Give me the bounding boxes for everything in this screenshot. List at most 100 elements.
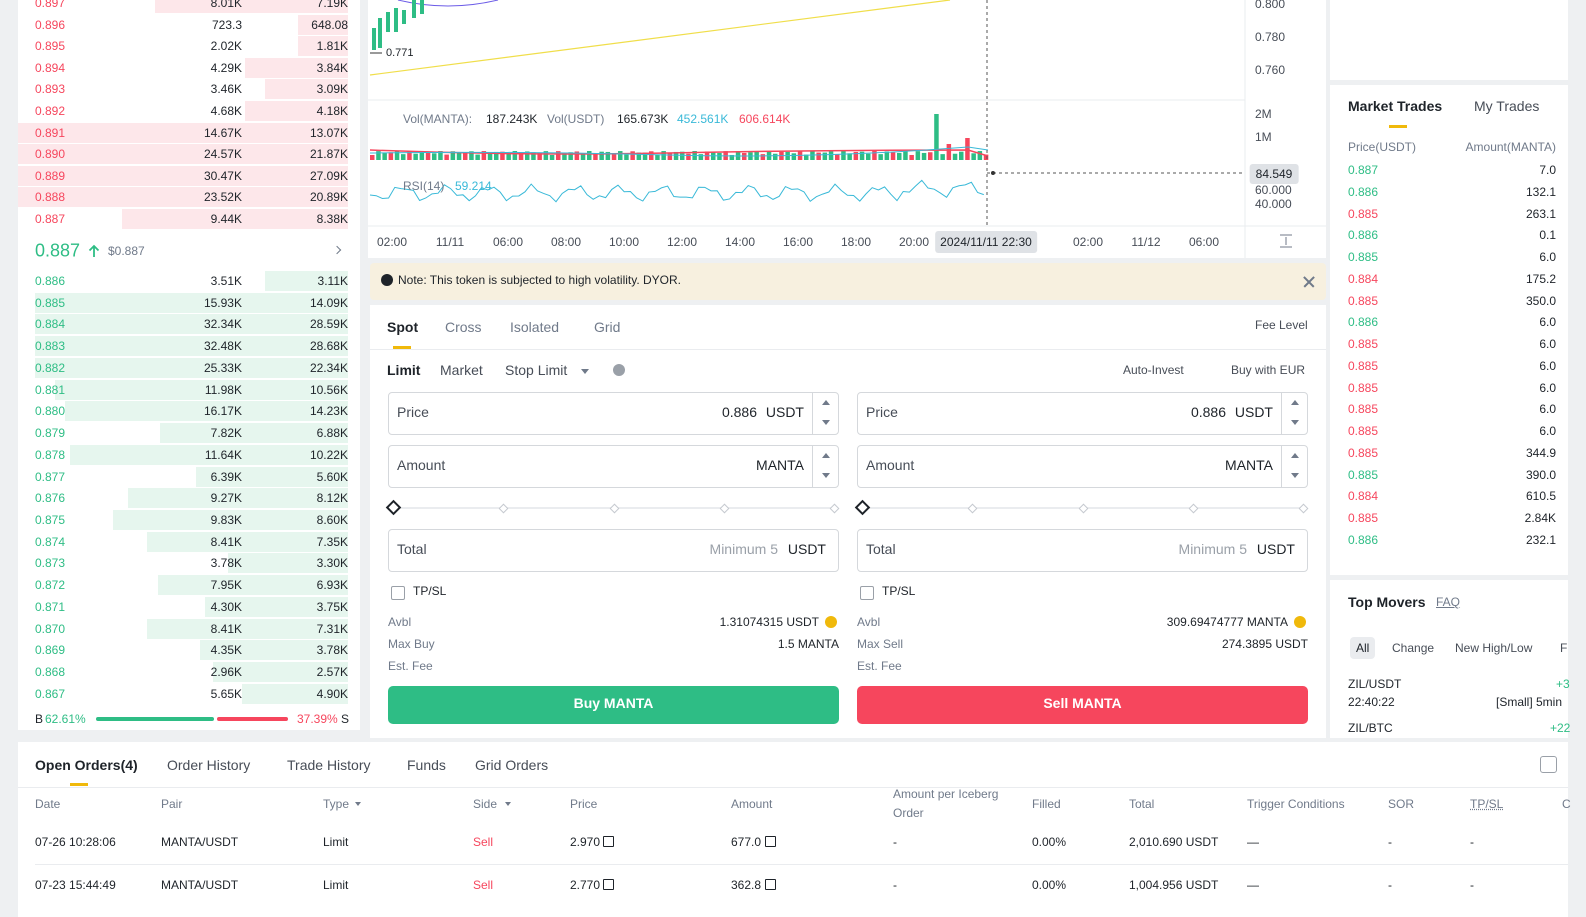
ask-total: 648.08 (311, 17, 348, 32)
mover-filter[interactable]: New High/Low (1455, 641, 1533, 655)
trades-tab[interactable]: Market Trades (1348, 98, 1443, 114)
form-tab[interactable]: Grid (594, 319, 621, 335)
edit-icon[interactable] (765, 836, 776, 847)
bid-depth (128, 488, 348, 509)
input-label: Price (397, 404, 429, 420)
bid-total: 22.34K (309, 360, 348, 375)
trade-price: 0.885 (1348, 402, 1379, 417)
price-axis-label: 0.800 (1255, 0, 1286, 11)
mover-filter[interactable]: Change (1392, 641, 1435, 655)
ask-amount: 14.67K (203, 125, 242, 140)
buy-ratio-bar (96, 717, 214, 721)
tpsl-checkbox[interactable] (391, 586, 405, 600)
orders-tab[interactable]: Open Orders(4) (35, 757, 138, 773)
trade-amount: 7.0 (1539, 163, 1556, 177)
volume-bar (618, 151, 623, 160)
bid-price: 0.876 (35, 491, 66, 506)
volume-bar (661, 151, 666, 160)
volume-bar (859, 151, 865, 160)
order-type[interactable]: Market (440, 362, 483, 378)
collapse-icon (1280, 234, 1292, 248)
order-type[interactable]: Stop Limit (505, 362, 568, 378)
deposit-icon[interactable] (1294, 616, 1306, 628)
amount-input[interactable] (388, 445, 839, 488)
trades-fade (1330, 556, 1568, 575)
mover-filter[interactable]: All (1350, 637, 1376, 659)
ask-amount: 30.47K (203, 168, 242, 183)
volume-bar (444, 154, 449, 160)
bid-depth (35, 314, 348, 335)
ask-total: 21.87K (309, 147, 348, 162)
auto-invest[interactable]: Auto-Invest (1123, 363, 1184, 377)
volume-bar (977, 151, 983, 160)
trade-price: 0.886 (1348, 315, 1379, 330)
total-input[interactable] (857, 529, 1308, 572)
top-movers-title: Top Movers (1348, 594, 1426, 610)
amount-input[interactable] (857, 445, 1308, 488)
volume-bar (971, 153, 976, 160)
bid-total: 5.60K (316, 469, 348, 484)
sell-label: S (341, 712, 350, 726)
form-tab[interactable]: Spot (387, 319, 419, 335)
orders-tab[interactable]: Grid Orders (475, 757, 549, 773)
trades-tab[interactable]: My Trades (1474, 98, 1540, 114)
order-cell: 2.970 (570, 835, 601, 849)
bid-price: 0.885 (35, 295, 66, 310)
trade-price: 0.887 (1348, 163, 1379, 177)
form-tab[interactable]: Isolated (510, 319, 560, 335)
tpsl-checkbox[interactable] (860, 586, 874, 600)
orders-tab[interactable]: Funds (407, 757, 446, 773)
step-down (822, 473, 830, 478)
mover-filter[interactable]: F (1560, 641, 1568, 655)
price-input[interactable] (857, 392, 1308, 435)
up-arrow (88, 244, 100, 257)
input-label: Amount (397, 457, 446, 473)
total-input[interactable] (388, 529, 839, 572)
buy-with[interactable]: Buy with EUR (1231, 363, 1306, 377)
edit-icon[interactable] (603, 879, 614, 890)
avbl-value: 1.31074315 USDT (719, 615, 819, 629)
candle (394, 8, 398, 32)
bid-amount: 9.27K (210, 491, 242, 506)
buy-button[interactable] (388, 686, 839, 724)
order-type[interactable]: Limit (387, 362, 421, 378)
sell-button-label[interactable]: Sell MANTA (1043, 695, 1122, 711)
form-tab[interactable]: Cross (445, 319, 482, 335)
volume-bar (475, 154, 480, 160)
faq-link[interactable]: FAQ (1436, 595, 1461, 609)
orders-header: Date (35, 797, 61, 811)
price-input[interactable] (388, 392, 839, 435)
orders-tab[interactable]: Order History (167, 757, 251, 773)
orders-tab[interactable]: Trade History (287, 757, 371, 773)
avbl-value: 309.69474777 MANTA (1166, 615, 1288, 629)
edit-icon[interactable] (603, 836, 614, 847)
bid-total: 8.60K (316, 513, 348, 528)
volume-bar (401, 154, 406, 160)
volume-bar (717, 152, 722, 160)
bid-total: 3.30K (316, 556, 348, 571)
volume-bar (432, 153, 437, 160)
volume-bar (580, 154, 586, 160)
time-axis-label: 02:00 (1072, 235, 1104, 249)
volume-bar (698, 154, 704, 160)
buy-button-label[interactable]: Buy MANTA (573, 695, 654, 711)
order-form-panel (370, 305, 1326, 738)
volume-bar (884, 151, 890, 160)
volume-bar (642, 152, 648, 160)
hide-checkbox[interactable] (1540, 756, 1557, 773)
bid-amount: 3.51K (210, 274, 242, 288)
amount-unit: MANTA (756, 457, 804, 473)
volume-bar (928, 152, 933, 160)
bid-price: 0.868 (35, 665, 66, 680)
edit-icon[interactable] (765, 879, 776, 890)
buy-label: B (35, 712, 44, 726)
mover-change: +3 (1556, 677, 1570, 691)
volume-bar (965, 138, 970, 160)
deposit-icon[interactable] (825, 616, 837, 628)
order-cell: — (1247, 878, 1259, 892)
sell-button[interactable] (857, 686, 1308, 724)
fee-level[interactable]: Fee Level (1255, 318, 1308, 332)
input-label: Total (866, 541, 896, 557)
stepper (812, 445, 839, 487)
ticker-panel (1330, 0, 1568, 80)
